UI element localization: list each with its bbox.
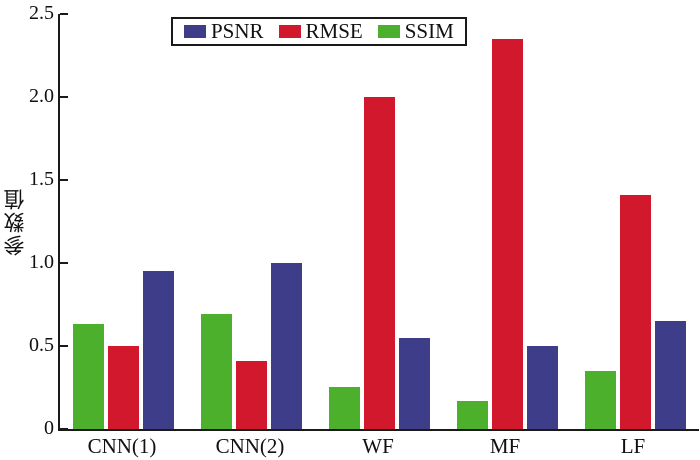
y-tick-mark xyxy=(60,179,68,181)
legend-swatch-icon xyxy=(184,25,206,38)
bar-psnr-lf xyxy=(655,321,686,429)
legend-swatch-icon xyxy=(377,25,400,38)
x-category-label: CNN(1) xyxy=(87,434,157,458)
x-category-label: WF xyxy=(362,434,394,458)
legend: PSNR RMSE SSIM xyxy=(171,17,467,46)
bar-psnr-mf xyxy=(527,346,558,429)
bar-ssim-cnn1 xyxy=(73,324,104,429)
legend-label: SSIM xyxy=(404,19,454,43)
x-category-label: MF xyxy=(489,434,521,458)
bar-ssim-wf xyxy=(329,387,360,429)
bar-rmse-lf xyxy=(620,195,651,429)
bar-ssim-mf xyxy=(457,401,488,429)
legend-label: RMSE xyxy=(305,19,363,43)
y-axis-label: 参数值 xyxy=(3,187,27,256)
legend-item-psnr: PSNR xyxy=(184,21,264,42)
y-tick-mark xyxy=(60,96,68,98)
plot-area xyxy=(58,13,699,431)
legend-item-rmse: RMSE xyxy=(278,19,363,43)
y-tick-label: 1.5 xyxy=(29,168,54,190)
bar-ssim-cnn2 xyxy=(201,314,232,429)
bar-psnr-wf xyxy=(399,338,430,429)
bar-rmse-cnn2 xyxy=(236,361,267,429)
x-category-label: LF xyxy=(620,434,646,458)
legend-label: PSNR xyxy=(211,19,264,43)
legend-item-ssim: SSIM xyxy=(377,19,454,43)
y-tick-label: 2.5 xyxy=(29,2,54,24)
bar-rmse-cnn1 xyxy=(108,346,139,429)
y-tick-label: 0 xyxy=(44,417,54,439)
y-tick-mark xyxy=(60,345,68,347)
bar-rmse-mf xyxy=(492,39,523,429)
y-tick-label: 2.0 xyxy=(29,85,54,107)
bar-rmse-wf xyxy=(364,97,395,429)
x-category-label: CNN(2) xyxy=(215,434,285,458)
y-tick-label: 0.5 xyxy=(29,334,54,356)
bar-psnr-cnn1 xyxy=(143,271,174,429)
y-tick-label: 1.0 xyxy=(29,251,54,273)
y-tick-mark xyxy=(60,262,68,264)
bar-psnr-cnn2 xyxy=(271,263,302,429)
y-tick-mark xyxy=(60,13,68,15)
y-tick-mark xyxy=(60,428,68,430)
bar-ssim-lf xyxy=(585,371,616,429)
legend-swatch-icon xyxy=(278,25,301,38)
